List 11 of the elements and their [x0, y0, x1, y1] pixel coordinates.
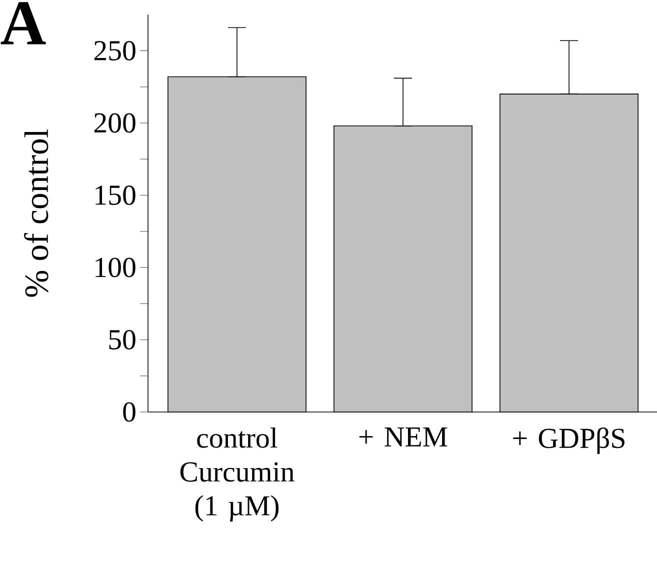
text: A	[0, 2, 46, 44]
x-tick-label: control Curcumin (1 µM)	[180, 428, 294, 522]
y-tick-label: 150	[96, 185, 136, 205]
x-tick-label: + NEM	[359, 428, 448, 446]
y-tick-label: 250	[94, 40, 136, 60]
y-tick-label: 0	[123, 402, 136, 422]
y-axis-title: % of control	[24, 129, 48, 297]
y-tick-label: 200	[94, 113, 136, 133]
x-tick-label: + GDPβS	[513, 428, 624, 454]
y-tick-label: 100	[96, 258, 136, 278]
y-tick-label: 50	[109, 330, 136, 350]
